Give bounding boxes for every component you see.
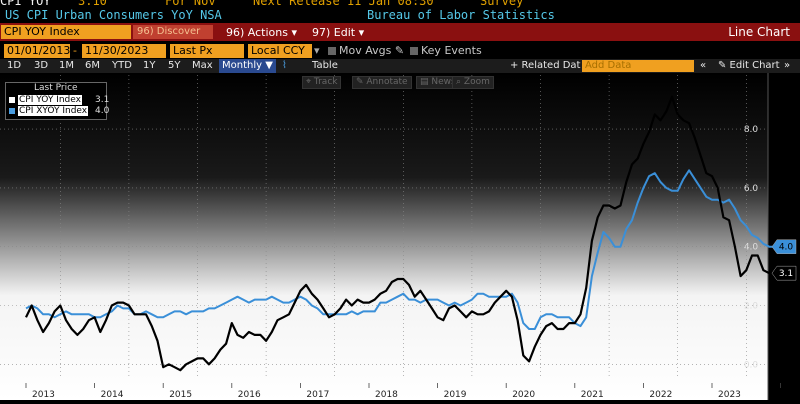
mov-avgs-label: Mov Avgs: [339, 44, 392, 57]
period-1d[interactable]: 1D: [7, 60, 22, 71]
currency-select[interactable]: Local CCY: [248, 44, 312, 58]
function-toolbar: CPI YOY Index 96) Discover 96) Actions ▾…: [0, 23, 800, 41]
last-value-tag-cpi: 3.1: [771, 265, 797, 281]
legend-entry-value: 3.1: [95, 95, 110, 105]
header-last-value: 3.10: [78, 0, 107, 8]
annotate-tool[interactable]: ✎ Annotate: [352, 76, 412, 89]
y-tick-label: 4.0: [744, 243, 759, 253]
chart-type-icon[interactable]: ⌇: [282, 60, 287, 71]
line-chart-svg[interactable]: 0.0 2.0 4.0 6.0 8.0 2013 2014 2015 2016 2017 2018 2…: [0, 73, 800, 400]
end-date-input[interactable]: 11/30/2023: [82, 44, 166, 58]
header-survey: Survey: [480, 0, 524, 8]
legend-entry-value: 4.0: [95, 106, 110, 116]
y-tick-label: 8.0: [744, 125, 759, 135]
period-max[interactable]: Max: [192, 60, 213, 71]
last-value-tag-core: 4.0: [771, 239, 797, 254]
edit-chart-button[interactable]: ✎ Edit Chart: [718, 60, 780, 71]
x-tick-label: 2017: [306, 390, 329, 400]
start-date-input[interactable]: 01/01/2013: [4, 44, 70, 58]
mov-avgs-toggle[interactable]: Mov Avgs ✎: [328, 44, 404, 58]
header-next-release: Next Release 11 Jan 08:30: [253, 0, 434, 8]
expand-icon[interactable]: »: [784, 60, 791, 71]
header-line-2: US CPI Urban Consumers YoY NSA Bureau of…: [0, 8, 800, 23]
data-source: Bureau of Labor Statistics: [367, 8, 555, 22]
settings-row: 01/01/2013 - 11/30/2023 Last Px Local CC…: [0, 42, 800, 59]
legend-swatch: [9, 108, 15, 114]
legend-entry-name: CPI XYOY Index: [18, 106, 89, 116]
security-field[interactable]: CPI YOY Index: [1, 25, 131, 39]
period-row: 1D 3D 1M 6M YTD 1Y 5Y Max Monthly ▼ ⌇ Ta…: [0, 59, 800, 73]
currency-dropdown-icon[interactable]: ▾: [314, 44, 320, 57]
chart-area[interactable]: 0.0 2.0 4.0 6.0 8.0 2013 2014 2015 2016 2017 2018 2…: [0, 73, 800, 400]
legend-entry-name: CPI YOY Index: [18, 95, 82, 105]
legend-title: Last Price: [34, 83, 78, 93]
frequency-select[interactable]: Monthly ▼: [219, 59, 276, 73]
checkbox-icon: [410, 47, 418, 55]
x-tick-label: 2015: [169, 390, 192, 400]
actions-button[interactable]: 96) Actions ▾: [226, 26, 297, 39]
period-6m[interactable]: 6M: [85, 60, 100, 71]
x-tick-label: 2018: [375, 390, 398, 400]
cpi-yoy-series-line[interactable]: [25, 95, 770, 372]
period-1y[interactable]: 1Y: [143, 60, 156, 71]
pencil-icon: ✎: [394, 44, 405, 57]
x-tick-label: 2019: [444, 390, 467, 400]
legend-entry-core[interactable]: CPI XYOY Index 4.0: [9, 106, 109, 116]
add-data-input[interactable]: Add Data: [582, 60, 694, 72]
x-tick-label: 2022: [649, 390, 672, 400]
table-button[interactable]: Table: [312, 60, 338, 71]
header-period: For Nov: [165, 0, 216, 8]
svg-text:3.1: 3.1: [779, 269, 793, 279]
security-description: US CPI Urban Consumers YoY NSA: [5, 8, 222, 22]
legend-swatch: [9, 97, 15, 103]
legend: Last Price CPI YOY Index 3.1 CPI XYOY In…: [5, 82, 109, 120]
period-5y[interactable]: 5Y: [168, 60, 181, 71]
period-3d[interactable]: 3D: [34, 60, 49, 71]
track-tool[interactable]: ⌖ Track: [302, 76, 342, 89]
y-axis-panel: [768, 73, 800, 400]
zoom-tool[interactable]: ⌕ Zoom: [452, 76, 494, 89]
x-tick-label: 2013: [32, 390, 55, 400]
header-line-1: CPI YOY 3.10 For Nov Next Release 11 Jan…: [0, 0, 800, 8]
related-data-button[interactable]: + Related Dat: [510, 60, 581, 71]
collapse-icon[interactable]: «: [700, 60, 707, 71]
core-cpi-yoy-series-line[interactable]: [25, 169, 775, 330]
key-events-toggle[interactable]: Key Events: [410, 44, 482, 58]
x-tick-label: 2023: [718, 390, 741, 400]
period-1m[interactable]: 1M: [59, 60, 74, 71]
x-tick-label: 2016: [238, 390, 261, 400]
x-tick-label: 2020: [512, 390, 535, 400]
y-tick-label: 0.0: [744, 360, 759, 370]
x-tick-label: 2021: [581, 390, 604, 400]
y-tick-label: 6.0: [744, 184, 759, 194]
header-ticker: CPI YOY: [0, 0, 51, 8]
view-name: Line Chart: [728, 25, 790, 39]
date-separator: -: [73, 44, 77, 57]
legend-entry-cpi[interactable]: CPI YOY Index 3.1: [9, 95, 109, 105]
x-tick-label: 2014: [101, 390, 124, 400]
y-tick-label: 2.0: [744, 302, 759, 312]
checkbox-icon: [328, 47, 336, 55]
price-field-select[interactable]: Last Px: [170, 44, 244, 58]
key-events-label: Key Events: [421, 44, 482, 57]
plot-background: [0, 73, 768, 400]
discover-button[interactable]: 96) Discover: [133, 25, 213, 39]
edit-button[interactable]: 97) Edit ▾: [312, 26, 365, 39]
svg-text:4.0: 4.0: [779, 243, 794, 253]
period-ytd[interactable]: YTD: [112, 60, 132, 71]
